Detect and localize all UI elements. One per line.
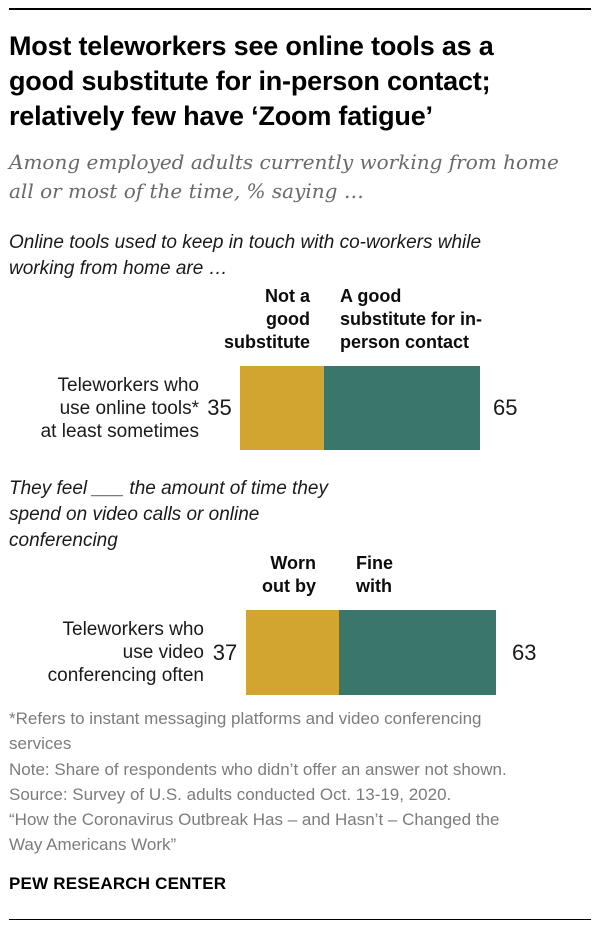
footnotes: *Refers to instant messaging platforms a… <box>9 709 507 855</box>
chart2-bar-segment-teal <box>338 610 496 695</box>
chart1-bar-segment-teal <box>324 366 480 450</box>
chart2-label-fine-with: Fine with <box>356 553 394 596</box>
chart1-category-label: Teleworkers who use online tools* at lea… <box>40 374 199 442</box>
top-rule <box>9 8 591 10</box>
chart2-category-label: Teleworkers who use video conferencing o… <box>47 619 204 686</box>
brand-label: PEW RESEARCH CENTER <box>9 873 227 893</box>
chart1-value-right: 65 <box>493 395 518 420</box>
bottom-rule <box>9 918 591 920</box>
chart1-value-left: 35 <box>207 395 232 420</box>
chart1-label-good-substitute: A good substitute for in- person contact <box>340 286 482 352</box>
chart2-segment-headers: Worn out by Fine with <box>9 553 591 610</box>
chart2-value-left: 37 <box>212 639 238 665</box>
chart2-question: They feel ___ the amount of time they sp… <box>9 478 328 551</box>
chart2-label-worn-out-by: Worn out by <box>262 553 316 596</box>
chart2-value-right: 63 <box>512 639 537 665</box>
chart2-stacked-bar <box>246 610 496 695</box>
page-subtitle: Among employed adults currently working … <box>9 150 559 203</box>
chart1-label-not-good-substitute: Not a good substitute <box>223 286 310 352</box>
chart1-stacked-bar <box>240 366 480 450</box>
chart-video-conferencing: They feel ___ the amount of time they sp… <box>9 476 591 695</box>
chart1-segment-headers: Not a good substitute A good substitute … <box>9 282 591 366</box>
page-title: Most teleworkers see online tools as a g… <box>9 31 494 131</box>
chart1-bar-segment-gold <box>240 366 324 450</box>
chart2-bar-segment-gold <box>246 610 339 695</box>
chart-online-tools: Online tools used to keep in touch with … <box>9 230 591 450</box>
chart1-question: Online tools used to keep in touch with … <box>9 232 482 279</box>
chart2-bar-row: Teleworkers who use video conferencing o… <box>9 610 591 695</box>
chart1-bar-row: Teleworkers who use online tools* at lea… <box>9 366 591 450</box>
